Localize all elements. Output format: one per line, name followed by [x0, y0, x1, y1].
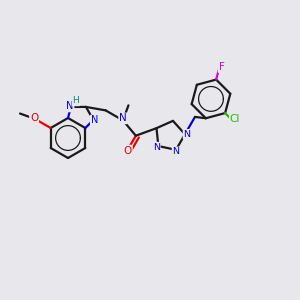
Text: N: N	[91, 116, 98, 125]
Text: N: N	[66, 101, 74, 112]
Text: N: N	[184, 130, 190, 139]
Text: F: F	[219, 62, 224, 72]
Text: O: O	[124, 146, 132, 156]
Text: Cl: Cl	[230, 114, 240, 124]
Text: N: N	[172, 147, 179, 156]
Text: N: N	[153, 142, 160, 152]
Text: H: H	[73, 97, 79, 106]
Text: O: O	[30, 113, 38, 123]
Text: N: N	[119, 113, 127, 123]
